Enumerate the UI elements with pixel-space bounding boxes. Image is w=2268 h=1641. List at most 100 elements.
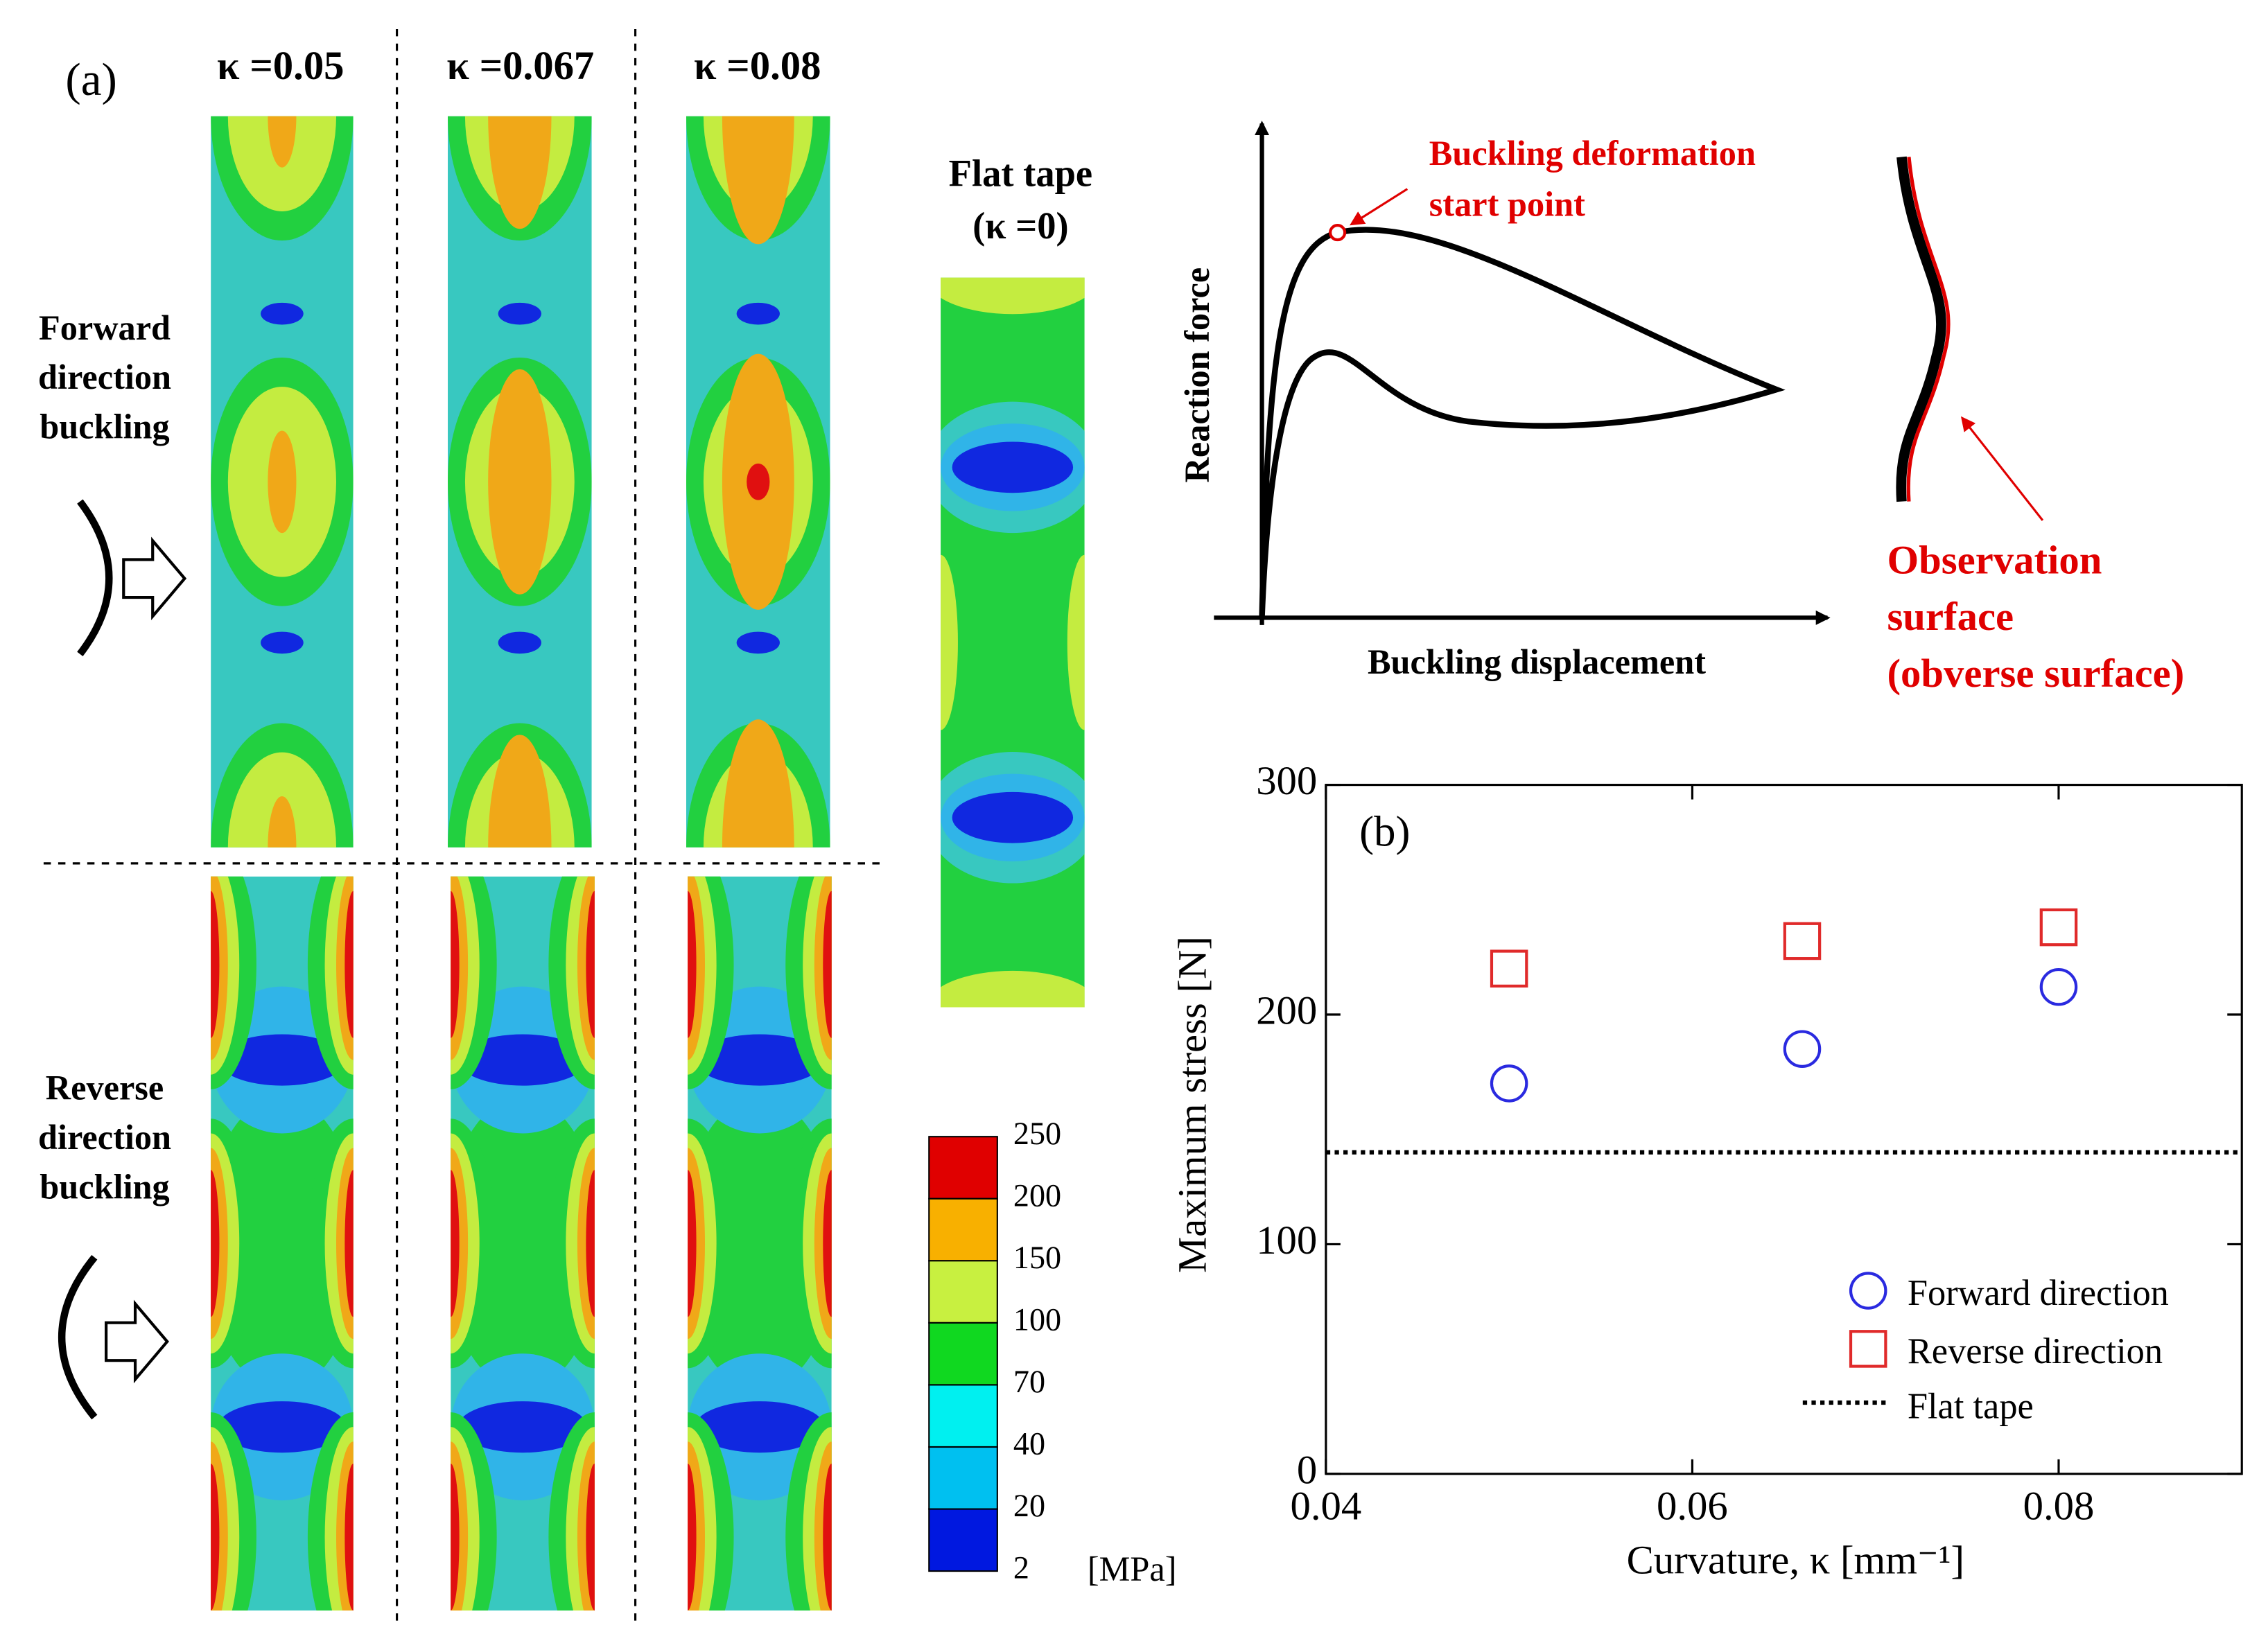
x-axis-label: Curvature, κ [mm⁻¹] [1627, 1537, 1964, 1582]
contour-region [261, 302, 304, 325]
colorbar-swatch [928, 1260, 998, 1324]
y-tick-label: 0 [1297, 1447, 1317, 1492]
colorbar-swatch [928, 1384, 998, 1448]
contour-region [457, 1401, 588, 1453]
contour-region [336, 876, 354, 1060]
y-axis-label: Maximum stress [N] [1170, 936, 1215, 1273]
surface-note: (obverse surface) [1887, 651, 2184, 696]
contour-region [736, 631, 780, 654]
row-label: buckling [40, 407, 169, 446]
column-label: κ =0.067 [446, 43, 594, 88]
contour-region [695, 1034, 825, 1086]
contour-region [688, 1170, 697, 1317]
contour-strip [451, 876, 595, 1611]
contour-region [586, 1464, 595, 1611]
marker [1849, 1330, 1887, 1368]
colorbar-label: 70 [1013, 1364, 1045, 1399]
colorbar-label: 150 [1013, 1240, 1061, 1275]
contour-region [566, 1427, 595, 1611]
row-label: buckling [40, 1167, 169, 1206]
contour-plots [211, 116, 1085, 1611]
contour-region [586, 1170, 595, 1317]
contour-region [586, 890, 595, 1038]
contour-region [941, 970, 1085, 1008]
curvature-icon [58, 499, 187, 1420]
contour-region [261, 631, 304, 654]
contour-region [566, 1133, 595, 1354]
contour-region [498, 302, 541, 325]
colorbar-swatch [928, 1322, 998, 1386]
colorbar-label: 20 [1013, 1488, 1045, 1523]
contour-strip [448, 116, 592, 848]
row-label: direction [38, 1118, 171, 1157]
y-tick-label: 100 [1256, 1218, 1317, 1263]
contour-region [785, 876, 832, 1089]
chart: 0 100 200 300 0.04 0.06 0.08 Forward direction R… [1256, 758, 2243, 1529]
contour-region [274, 467, 290, 497]
row-label: Reverse [46, 1069, 164, 1107]
colorbar: 250 200 150 100 70 40 20 2 [928, 1116, 1061, 1586]
marker [2039, 908, 2078, 947]
contour-region [211, 1464, 220, 1611]
contour-region [498, 631, 541, 654]
colorbar-label: 200 [1013, 1177, 1061, 1213]
contour-region [695, 1401, 825, 1453]
marker [1849, 1272, 1887, 1310]
marker [1783, 922, 1822, 960]
colorbar-label: 250 [1013, 1116, 1061, 1151]
contour-region [952, 441, 1074, 493]
y-tick-label: 300 [1256, 758, 1317, 803]
contour-region [952, 791, 1074, 843]
column-label: κ =0.08 [694, 43, 821, 88]
contour-region [344, 890, 354, 1038]
contour-region [688, 1464, 697, 1611]
contour-strip [686, 116, 830, 848]
contour-region [344, 1464, 354, 1611]
contour-region [457, 1034, 588, 1086]
contour-region [211, 890, 220, 1038]
contour-region [218, 1034, 347, 1086]
colorbar-label: 40 [1013, 1426, 1045, 1462]
contour-region [722, 719, 794, 848]
schematic [1214, 121, 2044, 625]
contour-region [823, 1464, 832, 1611]
row-label: direction [38, 358, 171, 396]
marker [1783, 1030, 1822, 1068]
y-tick-label: 200 [1256, 988, 1317, 1033]
y-axis-label: Reaction force [1178, 267, 1216, 483]
contour-region [823, 1170, 832, 1317]
contour-region [488, 116, 552, 229]
contour-region [785, 1118, 832, 1369]
separators [43, 28, 887, 1621]
surface-note: Observation [1887, 537, 2102, 582]
contour-region [211, 1118, 256, 1369]
colorbar-swatch [928, 1197, 998, 1262]
colorbar-label: 100 [1013, 1301, 1061, 1337]
contour-strip [211, 876, 354, 1611]
x-tick-label: 0.04 [1290, 1484, 1361, 1529]
contour-region [722, 116, 794, 245]
surface-note: surface [1887, 594, 2014, 639]
plot-frame [1325, 784, 2243, 1475]
contour-strip [688, 876, 832, 1611]
contour-region [336, 1148, 354, 1340]
contour-region [736, 302, 780, 325]
annotation: start point [1429, 184, 1585, 223]
marker [1490, 949, 1528, 988]
x-tick-label: 0.06 [1657, 1484, 1728, 1529]
contour-region [803, 876, 832, 1075]
contour-region [268, 796, 297, 848]
contour-region [941, 277, 1085, 315]
marker [2039, 967, 2078, 1006]
contour-region [1067, 554, 1085, 730]
flat-tape-subtitle: (κ =0) [972, 204, 1069, 247]
x-axis-label: Buckling displacement [1368, 642, 1706, 681]
panel-label: (a) [65, 53, 116, 105]
contour-region [823, 890, 832, 1038]
contour-region [211, 1170, 220, 1317]
flat-tape-title: Flat tape [949, 152, 1092, 194]
contour-region [688, 890, 697, 1038]
x-tick-label: 0.08 [2023, 1484, 2095, 1529]
contour-region [803, 1133, 832, 1354]
